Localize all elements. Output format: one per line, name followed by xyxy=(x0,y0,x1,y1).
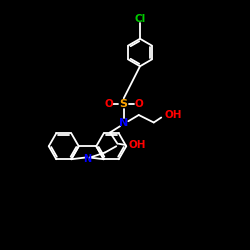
Text: O: O xyxy=(104,99,113,109)
Text: OH: OH xyxy=(129,140,146,150)
Text: S: S xyxy=(120,99,128,109)
Text: N: N xyxy=(119,118,128,128)
Text: Cl: Cl xyxy=(134,14,145,24)
Text: O: O xyxy=(134,99,143,109)
Text: N: N xyxy=(84,154,92,164)
Text: OH: OH xyxy=(164,110,182,120)
